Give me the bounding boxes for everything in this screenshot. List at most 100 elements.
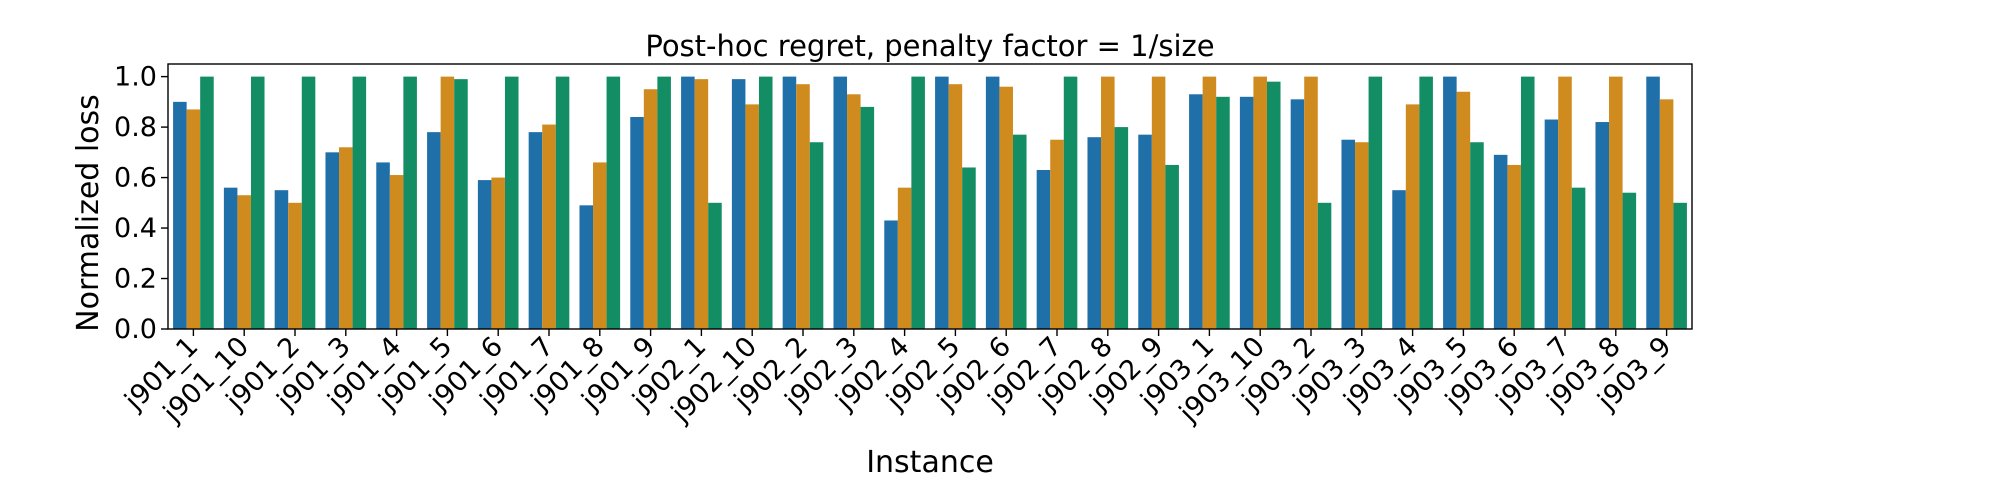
plot-area bbox=[167, 63, 1693, 330]
bar-j903_2-series-3 bbox=[1317, 202, 1332, 329]
bar-j902_10-series-1 bbox=[731, 79, 746, 330]
bar-j903_8-series-2 bbox=[1609, 76, 1623, 329]
bar-j902_8-series-3 bbox=[1114, 127, 1129, 329]
bar-j901_7-series-1 bbox=[528, 132, 543, 329]
bar-j901_10-series-2 bbox=[237, 195, 251, 329]
y-tick-label: 0.2 bbox=[114, 264, 157, 295]
chart-title: Post-hoc regret, penalty factor = 1/size bbox=[645, 29, 1214, 63]
bar-j902_1-series-3 bbox=[708, 202, 722, 329]
bar-j901_6-series-1 bbox=[477, 180, 492, 329]
bar-j903_10-series-1 bbox=[1239, 96, 1254, 329]
bar-j903_3-series-3 bbox=[1368, 76, 1383, 329]
bar-j903_9-series-2 bbox=[1659, 99, 1674, 329]
bar-j902_4-series-3 bbox=[911, 76, 925, 329]
bar-j902_3-series-1 bbox=[833, 76, 848, 329]
bar-j901_6-series-3 bbox=[504, 76, 519, 329]
bar-j902_4-series-2 bbox=[897, 187, 912, 329]
bar-j901_4-series-1 bbox=[376, 162, 390, 329]
bar-j902_3-series-3 bbox=[860, 106, 875, 330]
bar-j901_8-series-2 bbox=[593, 162, 607, 329]
bar-j902_8-series-2 bbox=[1101, 76, 1115, 329]
bar-j903_8-series-3 bbox=[1622, 192, 1637, 329]
y-axis: 0.0 0.2 0.4 0.6 0.8 1.0 bbox=[114, 62, 168, 345]
bar-j902_2-series-2 bbox=[796, 84, 810, 329]
bar-j902_9-series-2 bbox=[1151, 76, 1166, 329]
bar-j902_10-series-2 bbox=[745, 104, 759, 329]
y-tick-label: 0.0 bbox=[114, 314, 157, 345]
bar-j901_8-series-3 bbox=[606, 76, 621, 329]
bar-j901_6-series-2 bbox=[491, 177, 505, 329]
bar-j902_5-series-2 bbox=[948, 84, 963, 329]
bar-j902_6-series-1 bbox=[985, 76, 1000, 329]
bar-j903_5-series-3 bbox=[1470, 142, 1484, 329]
bar-j902_8-series-1 bbox=[1087, 137, 1102, 329]
bar-j901_3-series-1 bbox=[325, 152, 340, 329]
bar-j903_6-series-3 bbox=[1520, 76, 1535, 329]
y-tick-label: 0.4 bbox=[114, 213, 157, 244]
bar-j902_5-series-3 bbox=[962, 167, 976, 329]
x-axis: j901_1j901_10j901_2j901_3j901_4j901_5j90… bbox=[118, 329, 1678, 429]
bar-j901_2-series-1 bbox=[274, 190, 289, 329]
bar-j903_10-series-3 bbox=[1266, 81, 1281, 330]
bar-j901_2-series-2 bbox=[288, 202, 302, 329]
bar-j901_7-series-3 bbox=[555, 76, 570, 329]
bar-j902_1-series-1 bbox=[681, 76, 695, 329]
bar-j901_9-series-3 bbox=[657, 76, 671, 329]
bar-j901_1-series-3 bbox=[200, 76, 214, 329]
bar-j901_3-series-2 bbox=[339, 147, 353, 329]
bar-j901_3-series-3 bbox=[352, 76, 367, 329]
bar-j902_6-series-3 bbox=[1012, 134, 1027, 329]
bar-j902_4-series-1 bbox=[884, 220, 898, 329]
bar-j903_7-series-3 bbox=[1571, 187, 1586, 329]
bar-j902_10-series-3 bbox=[758, 76, 773, 329]
bar-j901_1-series-2 bbox=[186, 109, 201, 329]
bar-j901_10-series-3 bbox=[250, 76, 265, 329]
bar-j903_10-series-2 bbox=[1253, 76, 1267, 329]
y-tick-label: 0.8 bbox=[114, 112, 157, 143]
bar-j903_2-series-2 bbox=[1304, 76, 1318, 329]
bar-j903_8-series-1 bbox=[1595, 122, 1610, 329]
bar-j901_9-series-2 bbox=[643, 89, 658, 329]
bar-j901_2-series-3 bbox=[301, 76, 316, 329]
bar-j901_4-series-2 bbox=[389, 175, 404, 329]
bar-j902_7-series-2 bbox=[1050, 139, 1064, 329]
y-axis-label: Normalized loss bbox=[71, 94, 106, 332]
bar-j903_5-series-1 bbox=[1443, 76, 1457, 329]
bar-j901_1-series-1 bbox=[173, 101, 187, 329]
bar-j901_8-series-1 bbox=[579, 205, 594, 329]
bar-j903_7-series-2 bbox=[1558, 76, 1572, 329]
bar-j903_3-series-2 bbox=[1355, 142, 1369, 329]
bar-j901_4-series-3 bbox=[403, 76, 417, 329]
bar-j902_9-series-1 bbox=[1138, 134, 1152, 329]
bar-j902_1-series-2 bbox=[694, 79, 709, 330]
bar-j903_1-series-2 bbox=[1202, 76, 1217, 329]
bar-j901_7-series-2 bbox=[542, 124, 556, 329]
bar-j902_3-series-2 bbox=[847, 94, 861, 330]
x-axis-label: Instance bbox=[866, 445, 994, 480]
bar-j902_6-series-2 bbox=[999, 86, 1013, 329]
bar-j903_1-series-1 bbox=[1189, 94, 1203, 330]
bar-j901_10-series-1 bbox=[223, 187, 238, 329]
bar-j903_3-series-1 bbox=[1341, 139, 1356, 329]
bar-j903_6-series-2 bbox=[1507, 164, 1521, 329]
bar-j903_1-series-3 bbox=[1216, 96, 1230, 329]
bar-j901_5-series-3 bbox=[454, 79, 468, 330]
y-tick-label: 0.6 bbox=[114, 163, 157, 194]
bar-j903_5-series-2 bbox=[1456, 91, 1471, 329]
y-tick-label: 1.0 bbox=[114, 62, 157, 93]
bar-j902_2-series-1 bbox=[782, 76, 797, 329]
plot-frame bbox=[167, 63, 1693, 330]
bar-j903_6-series-1 bbox=[1493, 154, 1508, 329]
bar-j903_4-series-2 bbox=[1405, 104, 1420, 329]
bar-j901_9-series-1 bbox=[630, 117, 644, 329]
bar-j902_7-series-1 bbox=[1036, 170, 1051, 329]
bar-j901_5-series-1 bbox=[427, 132, 441, 329]
bar-j902_7-series-3 bbox=[1063, 76, 1078, 329]
bar-j903_7-series-1 bbox=[1544, 119, 1559, 330]
bar-j903_4-series-1 bbox=[1392, 190, 1406, 329]
bar-j903_9-series-1 bbox=[1646, 76, 1660, 329]
bar-j903_9-series-3 bbox=[1673, 202, 1687, 329]
bar-j902_2-series-3 bbox=[809, 142, 824, 329]
